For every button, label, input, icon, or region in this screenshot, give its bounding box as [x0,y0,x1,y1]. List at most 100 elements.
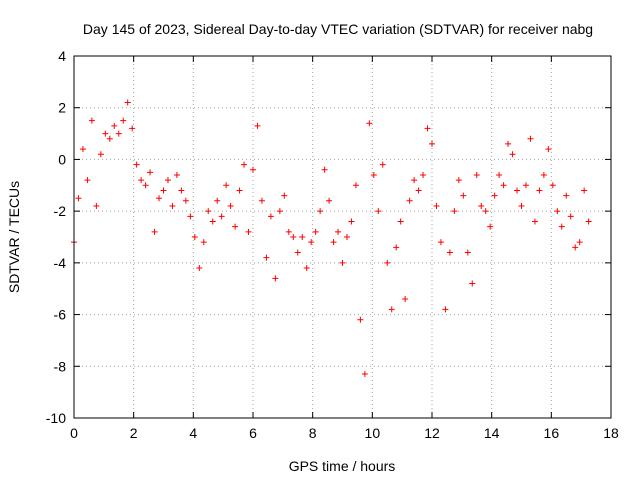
data-point [232,223,239,230]
data-point [236,187,243,194]
x-tick-label: 14 [484,425,500,441]
y-tick-label: -2 [54,203,67,219]
data-point [124,99,131,106]
data-point [496,171,503,178]
data-point [281,192,288,199]
axis-ticks: 0 2 4 6 8 10 12 14 16 18 4 2 0 -2 -4 -6 -8 -10 [46,48,619,441]
data-point [415,187,422,194]
x-axis-label: GPS time / hours [289,458,396,474]
data-point [469,280,476,287]
data-point [379,161,386,168]
x-tick-label: 6 [249,425,257,441]
data-point [357,316,364,323]
data-point [406,197,413,204]
data-point [156,195,163,202]
data-point [442,306,449,313]
data-point [84,177,91,184]
data-point [527,135,534,142]
plot-frame [73,55,612,419]
data-point [518,202,525,209]
data-point [326,197,333,204]
data-point [581,187,588,194]
data-point [294,249,301,256]
x-tick-label: 2 [130,425,138,441]
data-point [97,151,104,158]
data-point [572,244,579,251]
data-point [196,265,203,272]
data-point [433,202,440,209]
data-point [223,182,230,189]
data-point [200,239,207,246]
data-point [545,146,552,153]
data-point [478,202,485,209]
x-tick-label: 18 [603,425,619,441]
data-point [138,177,145,184]
data-point [312,228,319,235]
data-points [71,99,592,378]
data-point [536,187,543,194]
data-point [343,234,350,240]
y-tick-label: -4 [54,255,67,271]
y-tick-label: 2 [58,100,66,116]
data-point [93,202,100,209]
data-point [111,122,118,129]
data-point [133,161,140,168]
data-point [285,228,292,235]
data-point [241,161,248,168]
data-point [576,239,583,246]
data-point [254,122,261,129]
data-point [522,182,529,189]
data-point [245,228,252,235]
data-point [437,239,444,246]
data-point [267,213,274,220]
data-point [173,171,180,178]
data-point [585,218,592,225]
data-point [402,296,409,303]
data-point [567,213,574,220]
data-point [554,208,561,215]
data-point [464,249,471,256]
data-point [505,140,512,147]
data-point [308,239,315,246]
data-point [500,182,507,189]
data-point [151,228,158,235]
data-point [509,151,516,158]
data-point [303,265,310,272]
data-point [164,177,171,184]
data-point [191,234,198,240]
data-point [182,197,189,204]
data-point [366,120,373,127]
data-point [129,125,136,132]
data-point [299,234,306,240]
data-point [115,130,122,137]
data-point [205,208,212,215]
data-point [106,135,113,142]
y-tick-label: 0 [58,151,66,167]
data-point [339,259,346,266]
data-point [263,254,270,261]
data-point [482,208,489,215]
data-point [290,234,297,240]
data-point [187,213,194,220]
data-point [330,239,337,246]
x-tick-label: 10 [365,425,381,441]
chart-title: Day 145 of 2023, Sidereal Day-to-day VTE… [83,21,593,37]
y-tick-label: -8 [54,358,67,374]
data-point [335,228,342,235]
x-tick-label: 0 [70,425,78,441]
data-point [420,171,427,178]
data-point [384,259,391,266]
data-point [88,117,95,124]
data-point [75,195,82,202]
data-point [276,208,283,215]
data-point [460,192,467,199]
data-point [549,182,556,189]
data-point [375,208,382,215]
data-point [473,171,480,178]
data-point [424,125,431,132]
data-point [487,223,494,230]
data-point [209,218,216,225]
data-point [214,197,221,204]
data-point [120,117,127,124]
